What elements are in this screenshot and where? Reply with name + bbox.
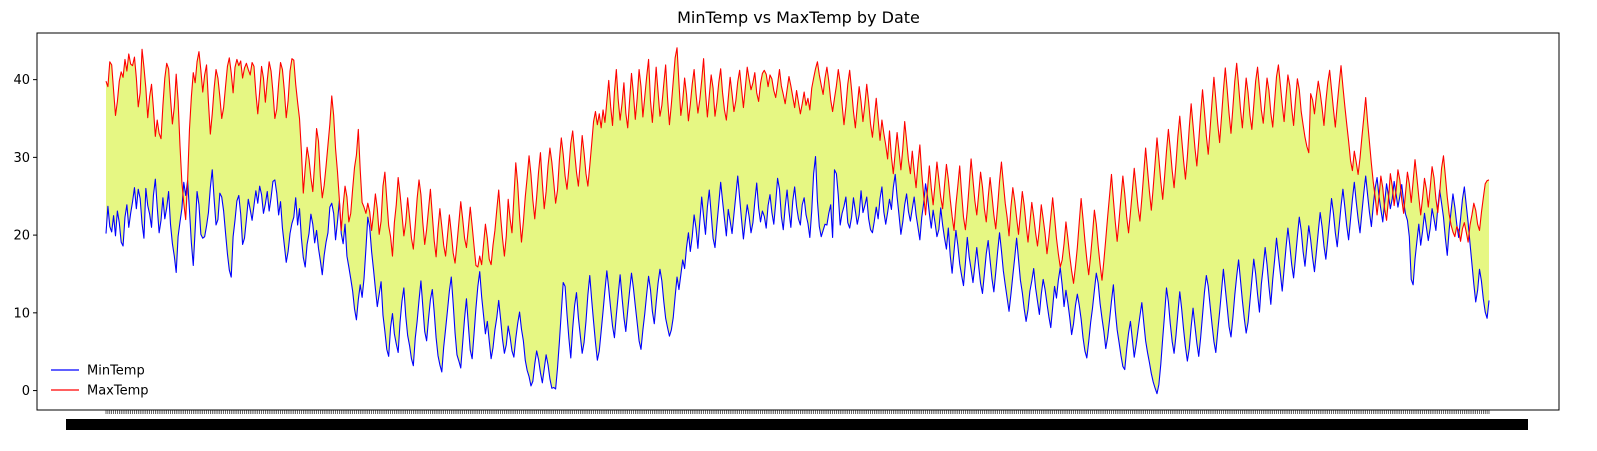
fill-between-area [106, 47, 1489, 394]
legend-label-mintemp: MinTemp [87, 364, 145, 379]
series-line-mintemp [105, 156, 1490, 395]
y-axis: 0 10 20 30 40 [13, 73, 37, 399]
y-tick-label: 20 [13, 229, 30, 244]
plot-frame [36, 32, 1560, 411]
chart-title: MinTemp vs MaxTemp by Date [677, 8, 920, 27]
x-axis [66, 410, 1528, 430]
legend: MinTemp MaxTemp [51, 364, 149, 399]
y-tick-label: 40 [13, 73, 30, 88]
y-tick-label: 30 [13, 151, 30, 166]
x-ticks [105, 410, 1490, 414]
y-tick-label: 10 [13, 306, 30, 321]
series-line-maxtemp [105, 47, 1490, 284]
y-tick-label: 0 [22, 384, 30, 399]
legend-label-maxtemp: MaxTemp [87, 384, 149, 399]
x-tick-labels-overlapping [66, 419, 1528, 430]
plot-area [105, 47, 1490, 395]
